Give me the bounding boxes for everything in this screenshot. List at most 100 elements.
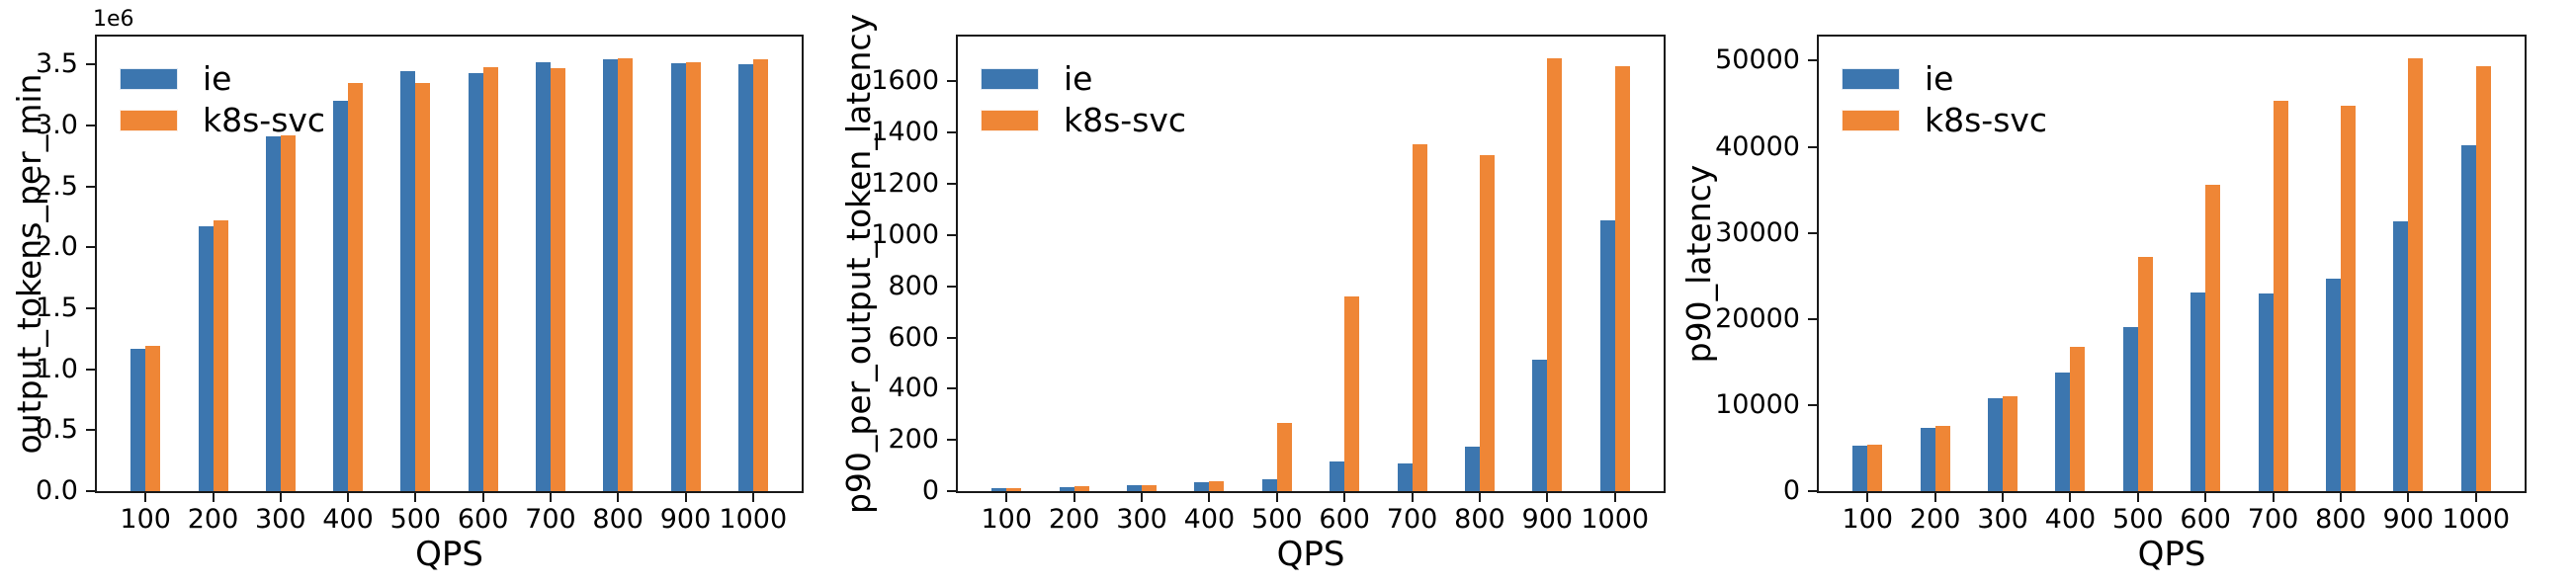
x-tick-label: 100 [1842,504,1894,535]
bar-k8s-svc-qps-800 [618,58,634,491]
legend-item-k8s-svc: k8s-svc [981,104,1186,136]
y-tick-mark [86,125,95,127]
x-tick-label: 400 [1183,504,1236,535]
legend-label: k8s-svc [1064,101,1187,139]
x-tick-label: 200 [187,504,239,535]
y-tick-label: 0 [921,475,939,506]
y-tick-mark [86,185,95,188]
x-tick-label: 300 [1977,504,2028,535]
x-tick-mark [2339,493,2342,502]
x-axis-label: QPS [1276,535,1345,574]
bar-ie-qps-500 [2122,327,2138,491]
x-tick-mark [2407,493,2410,502]
bar-k8s-svc-qps-900 [1547,58,1563,491]
x-tick-label: 100 [981,504,1033,535]
bar-ie-qps-700 [535,62,551,491]
bar-k8s-svc-qps-700 [2273,101,2288,491]
y-tick-label: 1000 [871,218,939,250]
x-tick-mark [2474,493,2477,502]
x-tick-mark [617,493,620,502]
y-tick-label: 0.5 [36,414,78,446]
x-tick-mark [1073,493,1075,502]
bar-ie-qps-600 [1330,461,1345,491]
x-tick-label: 900 [2382,504,2435,535]
bar-ie-qps-400 [2055,373,2071,491]
x-tick-mark [347,493,350,502]
bar-k8s-svc-qps-300 [2003,396,2018,491]
y-tick-label: 30000 [1715,216,1800,248]
bar-ie-qps-600 [468,73,483,491]
bar-k8s-svc-qps-400 [1209,481,1225,491]
bar-k8s-svc-qps-100 [1006,488,1022,491]
x-tick-mark [414,493,417,502]
x-tick-mark [1208,493,1211,502]
bar-k8s-svc-qps-200 [213,220,228,491]
axis-offset-text: 1e6 [93,7,134,32]
bar-k8s-svc-qps-500 [1276,423,1292,491]
bar-ie-qps-300 [265,136,281,491]
y-tick-label: 1400 [871,117,939,148]
bar-ie-qps-700 [2258,293,2274,491]
legend-swatch-k8s-svc [981,109,1039,131]
x-tick-label: 500 [1251,504,1303,535]
x-tick-label: 800 [2315,504,2366,535]
bar-k8s-svc-qps-700 [1412,144,1427,491]
x-tick-label: 500 [2112,504,2164,535]
x-tick-mark [212,493,215,502]
x-tick-label: 300 [255,504,306,535]
legend-swatch-k8s-svc [120,109,178,131]
y-tick-label: 0.0 [36,475,78,506]
bar-k8s-svc-qps-400 [2070,347,2086,491]
y-tick-mark [1808,490,1817,492]
x-tick-label: 900 [1521,504,1574,535]
bar-ie-qps-400 [1194,482,1210,491]
y-tick-label: 1200 [871,168,939,199]
bar-ie-qps-100 [991,488,1007,491]
x-tick-label: 800 [1454,504,1505,535]
bar-ie-qps-200 [1059,487,1074,491]
legend-item-ie: ie [981,62,1186,95]
bar-k8s-svc-qps-100 [145,346,161,491]
y-tick-label: 10000 [1715,388,1800,420]
bar-k8s-svc-qps-400 [348,83,364,491]
bar-k8s-svc-qps-600 [482,67,498,491]
bar-ie-qps-200 [1920,428,1935,491]
x-tick-label: 1000 [2442,504,2511,535]
bar-k8s-svc-qps-800 [2340,106,2356,491]
y-tick-label: 2.0 [36,231,78,263]
x-tick-mark [1141,493,1144,502]
y-tick-mark [86,63,95,66]
bar-ie-qps-100 [130,349,146,491]
y-tick-mark [86,307,95,309]
bar-ie-qps-1000 [2460,145,2476,491]
bar-ie-qps-200 [198,226,214,491]
y-tick-mark [947,285,956,288]
bar-k8s-svc-qps-300 [1142,485,1158,491]
bar-ie-qps-300 [1988,398,2004,491]
x-tick-label: 200 [1048,504,1100,535]
legend-label: ie [1925,59,1954,98]
legend-item-ie: ie [120,62,325,95]
legend: ie k8s-svc [120,62,325,136]
bar-k8s-svc-qps-600 [1344,296,1360,491]
y-axis-label: output_tokens_per_min [10,73,48,455]
y-tick-label: 3.0 [36,110,78,141]
x-tick-mark [1275,493,1278,502]
legend-item-k8s-svc: k8s-svc [120,104,325,136]
x-tick-label: 500 [389,504,442,535]
legend-label: ie [203,59,232,98]
x-axis-label: QPS [2137,535,2206,574]
y-axis-label: p90_latency [1679,164,1718,364]
legend-swatch-ie [1842,67,1900,90]
x-tick-mark [1411,493,1414,502]
y-tick-mark [1808,231,1817,234]
y-tick-label: 1.5 [36,292,78,323]
y-tick-mark [947,387,956,390]
legend: ie k8s-svc [981,62,1186,136]
legend-label: k8s-svc [203,101,326,139]
y-tick-mark [947,80,956,83]
legend-label: k8s-svc [1925,101,2048,139]
bar-ie-qps-1000 [737,64,753,491]
y-tick-label: 800 [888,270,939,301]
